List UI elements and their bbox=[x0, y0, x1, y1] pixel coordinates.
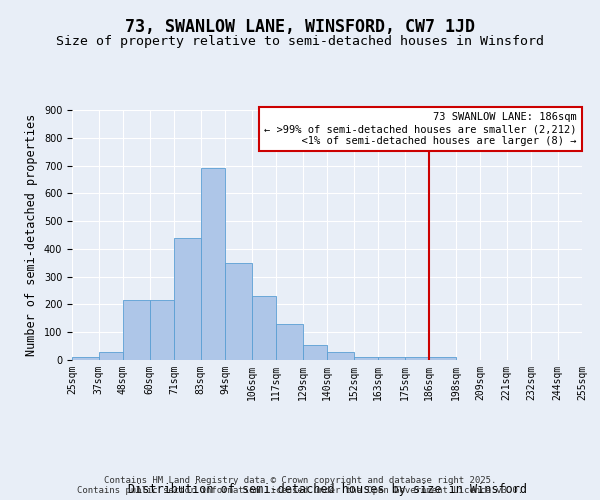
Bar bbox=[225, 263, 251, 360]
Bar bbox=[149, 300, 174, 360]
Y-axis label: Number of semi-detached properties: Number of semi-detached properties bbox=[25, 114, 38, 356]
Bar bbox=[200, 168, 225, 360]
Bar bbox=[353, 357, 378, 360]
X-axis label: Distribution of semi-detached houses by size in Winsford: Distribution of semi-detached houses by … bbox=[128, 484, 527, 496]
Text: Size of property relative to semi-detached houses in Winsford: Size of property relative to semi-detach… bbox=[56, 35, 544, 48]
Bar bbox=[404, 356, 429, 360]
Bar bbox=[123, 300, 149, 360]
Bar bbox=[174, 238, 200, 360]
Bar bbox=[302, 344, 327, 360]
Text: Contains HM Land Registry data © Crown copyright and database right 2025.
Contai: Contains HM Land Registry data © Crown c… bbox=[77, 476, 523, 495]
Bar bbox=[276, 324, 302, 360]
Bar bbox=[72, 357, 98, 360]
Bar bbox=[429, 357, 455, 360]
Bar bbox=[378, 357, 404, 360]
Bar bbox=[98, 352, 123, 360]
Bar bbox=[251, 296, 276, 360]
Text: 73 SWANLOW LANE: 186sqm
← >99% of semi-detached houses are smaller (2,212)
  <1%: 73 SWANLOW LANE: 186sqm ← >99% of semi-d… bbox=[265, 112, 577, 146]
Bar bbox=[327, 352, 353, 360]
Text: 73, SWANLOW LANE, WINSFORD, CW7 1JD: 73, SWANLOW LANE, WINSFORD, CW7 1JD bbox=[125, 18, 475, 36]
